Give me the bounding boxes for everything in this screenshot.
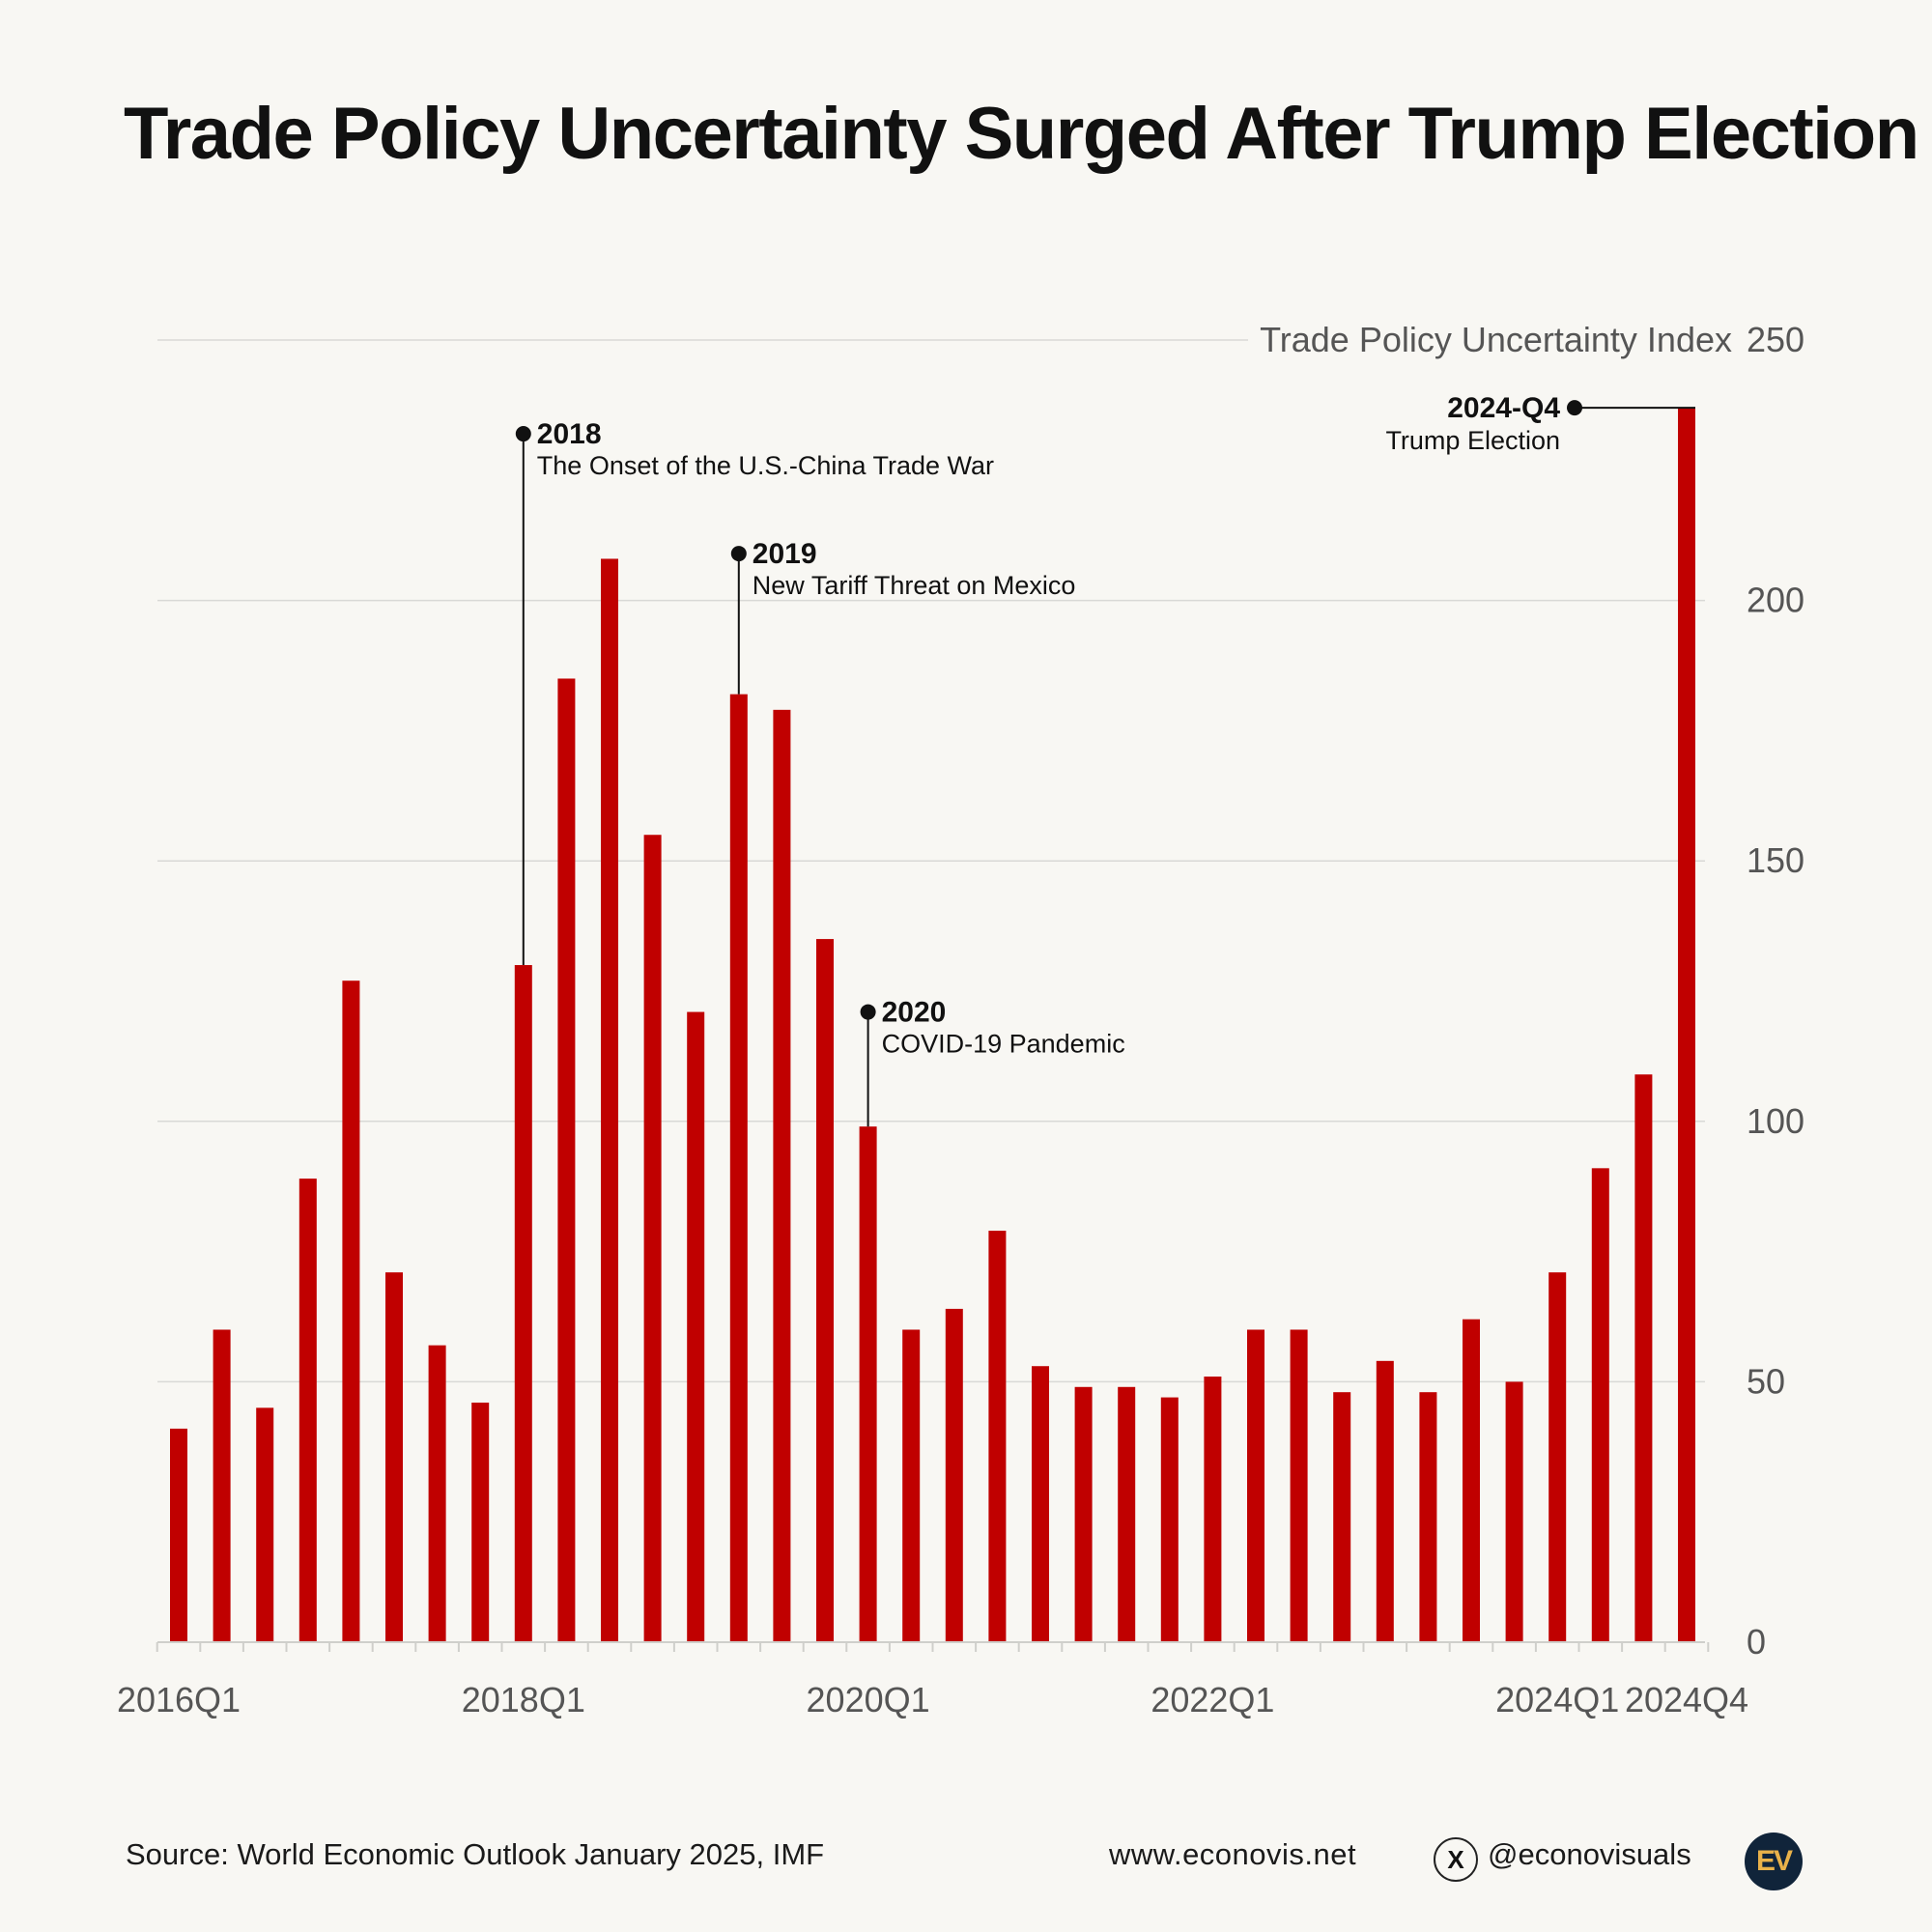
bar xyxy=(601,558,618,1642)
x-tick-label: 2022Q1 xyxy=(1151,1680,1274,1719)
bar xyxy=(342,980,360,1642)
bar xyxy=(773,709,791,1642)
bar xyxy=(1376,1360,1394,1642)
y-tick-label: 250 xyxy=(1747,320,1804,359)
annotation-dot xyxy=(860,1004,876,1020)
x-tick-label: 2016Q1 xyxy=(117,1680,241,1719)
bar xyxy=(1032,1366,1049,1642)
bar xyxy=(1678,408,1695,1643)
social-handle[interactable]: @econovisuals xyxy=(1488,1837,1691,1871)
x-tick-label: 2024Q4 xyxy=(1625,1680,1748,1719)
bar xyxy=(471,1402,490,1642)
bar xyxy=(298,1179,317,1642)
x-logo-icon: X xyxy=(1434,1837,1478,1882)
bar xyxy=(1333,1392,1351,1642)
annotation-text: COVID-19 Pandemic xyxy=(882,1030,1125,1059)
annotation-dot xyxy=(1567,400,1582,416)
bar xyxy=(988,1231,1007,1642)
bar xyxy=(428,1345,446,1642)
bar xyxy=(1160,1397,1179,1642)
y-tick-label: 150 xyxy=(1747,840,1804,880)
source-note: Source: World Economic Outlook January 2… xyxy=(126,1837,825,1871)
bar xyxy=(1247,1329,1264,1642)
annotation-text: Trump Election xyxy=(1385,426,1560,455)
bar xyxy=(1634,1074,1653,1642)
axes: 0 50 100 150 200 250 Trade Policy Uncertainty … xyxy=(117,320,1804,1719)
x-tick-label: 2018Q1 xyxy=(462,1680,585,1719)
bar xyxy=(902,1329,921,1642)
bar xyxy=(1074,1386,1093,1642)
x-tick-label: 2024Q1 xyxy=(1495,1680,1619,1719)
brand-logo: EV xyxy=(1745,1833,1803,1890)
website-link[interactable]: www.econovis.net xyxy=(1109,1837,1357,1871)
bar xyxy=(859,1126,877,1642)
bar xyxy=(557,678,576,1642)
annotation-text: The Onset of the U.S.-China Trade War xyxy=(537,451,994,480)
bar xyxy=(514,965,532,1642)
page-title: Trade Policy Uncertainty Surged After Tr… xyxy=(124,93,1919,175)
bar xyxy=(687,1011,705,1642)
annotation-dot xyxy=(515,426,531,442)
y-tick-label: 50 xyxy=(1747,1361,1785,1401)
bar xyxy=(643,835,662,1642)
annotation-text: New Tariff Threat on Mexico xyxy=(753,571,1076,600)
bar xyxy=(1204,1377,1222,1642)
bars xyxy=(170,408,1695,1643)
annotation-year: 2020 xyxy=(882,997,947,1029)
y-tick-label: 0 xyxy=(1747,1622,1766,1662)
bar xyxy=(1505,1381,1523,1642)
bar xyxy=(1419,1392,1437,1642)
bar xyxy=(816,939,834,1642)
annotation-dot xyxy=(730,546,747,562)
x-tick-label: 2020Q1 xyxy=(807,1680,930,1719)
annotation-year: 2024-Q4 xyxy=(1447,392,1560,424)
bar xyxy=(1463,1319,1480,1642)
bar xyxy=(170,1428,187,1642)
bar xyxy=(385,1272,403,1642)
bar xyxy=(1591,1168,1609,1642)
bar xyxy=(1118,1386,1136,1642)
bar xyxy=(213,1329,231,1642)
y-tick-label: 100 xyxy=(1747,1101,1804,1141)
y-axis-title: Trade Policy Uncertainty Index xyxy=(1260,320,1732,359)
bar xyxy=(945,1308,963,1642)
y-tick-label: 200 xyxy=(1747,581,1804,620)
bar xyxy=(1548,1272,1567,1642)
bar xyxy=(256,1407,274,1642)
annotation-year: 2018 xyxy=(537,418,602,450)
bar xyxy=(729,694,748,1642)
bar xyxy=(1290,1329,1308,1642)
annotation-year: 2019 xyxy=(753,538,817,570)
gridlines xyxy=(157,339,1705,1383)
